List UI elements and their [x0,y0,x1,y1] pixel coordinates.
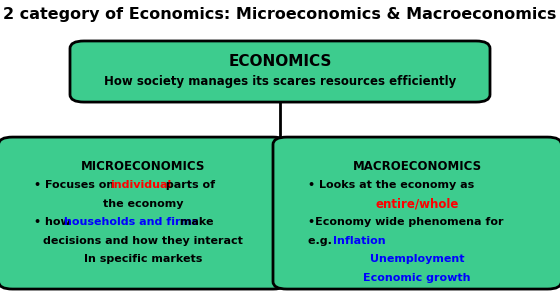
Text: households and firms: households and firms [64,217,199,227]
Text: • Looks at the economy as: • Looks at the economy as [308,180,474,190]
Text: •Economy wide phenomena for: •Economy wide phenomena for [308,217,503,227]
Text: individual: individual [110,180,171,190]
Text: Economic growth: Economic growth [363,273,471,283]
Text: • how: • how [34,217,74,227]
Text: MACROECONOMICS: MACROECONOMICS [353,160,482,173]
Text: e.g.: e.g. [308,236,336,246]
Text: In specific markets: In specific markets [83,254,202,264]
FancyBboxPatch shape [0,137,287,289]
Text: make: make [176,217,214,227]
Text: How society manages its scares resources efficiently: How society manages its scares resources… [104,74,456,88]
FancyBboxPatch shape [273,137,560,289]
Text: ECONOMICS: ECONOMICS [228,55,332,69]
FancyBboxPatch shape [70,41,490,102]
Text: Unemployment: Unemployment [370,254,464,264]
Text: 2 category of Economics: Microeconomics & Macroeconomics: 2 category of Economics: Microeconomics … [3,7,557,22]
Text: entire/whole: entire/whole [376,197,459,210]
Text: decisions and how they interact: decisions and how they interact [43,236,242,246]
Text: parts of: parts of [162,180,215,190]
Text: the economy: the economy [102,199,183,209]
Text: MICROECONOMICS: MICROECONOMICS [81,160,205,173]
Text: Inflation: Inflation [333,236,385,246]
Text: • Focuses on: • Focuses on [34,180,118,190]
